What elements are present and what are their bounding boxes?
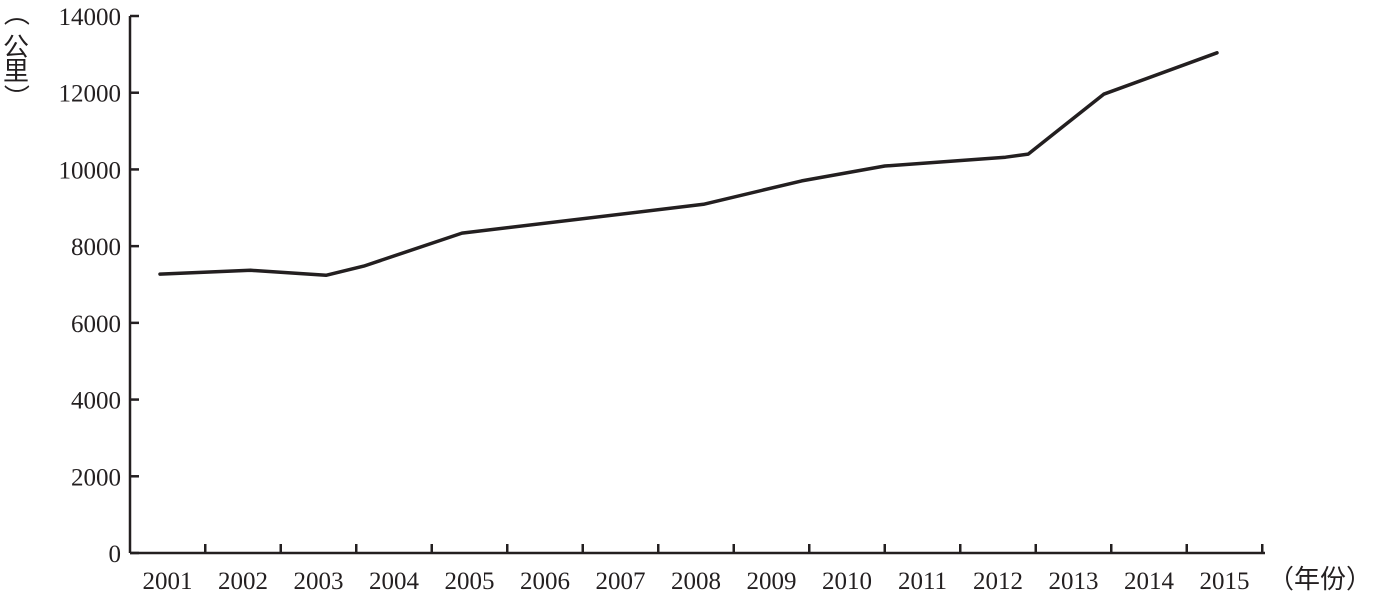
x-tick-label: 2012 [973,568,1023,595]
y-ticks [130,14,139,555]
y-axis-title: （ 公里） [0,0,30,110]
x-ticks [204,544,1264,553]
y-tick-label: 8000 [71,234,121,261]
y-tick-label: 2000 [71,464,121,491]
y-tick-label: 14000 [59,4,122,31]
x-tick-label: 2007 [596,568,646,595]
y-axis-title-char: 里 [3,57,29,87]
y-tick-label: 6000 [71,311,121,338]
x-tick-label: 2002 [218,568,268,595]
y-tick-label: 12000 [59,81,122,108]
series-line [158,51,1219,278]
x-tick-label: 2013 [1049,568,1099,595]
y-tick-label: 4000 [71,388,121,415]
y-tick-label: 0 [109,541,122,568]
x-tick-label: 2005 [445,568,495,595]
y-axis-title-char: 公 [3,33,29,63]
y-axis-title-char: ） [0,84,30,110]
x-tick-label: 2008 [671,568,721,595]
x-tick-labels: 2001 2002 2003 2004 2005 2006 2007 2008 2009 2010… [143,568,1250,595]
x-tick-label: 2003 [294,568,344,595]
x-tick-label: 2009 [747,568,797,595]
x-tick-label: 2010 [822,568,872,595]
x-tick-label: 2004 [369,568,420,595]
x-tick-label: 2006 [520,568,570,595]
x-tick-label: 2015 [1200,568,1250,595]
x-axis-title: （年份） [1268,565,1372,595]
x-tick-label: 2001 [143,568,193,595]
y-tick-labels: 0 2000 4000 6000 8000 10000 12000 14000 [59,4,122,568]
y-tick-label: 10000 [59,157,122,184]
y-axis-title-char: （ [0,0,30,26]
x-tick-label: 2011 [898,568,947,595]
x-tick-label: 2014 [1124,568,1175,595]
series [158,51,1219,278]
